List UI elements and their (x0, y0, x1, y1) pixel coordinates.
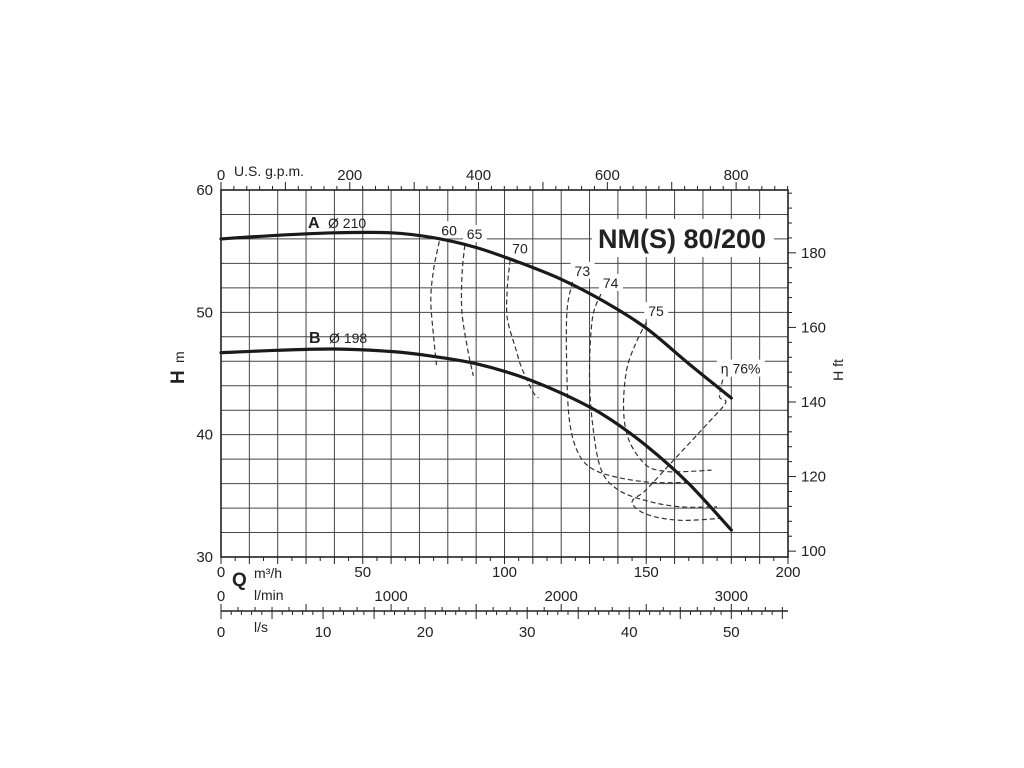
top-axis-tick-label: 400 (466, 167, 491, 184)
efficiency-label-bg (570, 261, 595, 279)
y-right-axis-label: H ft (830, 359, 846, 381)
performance-curve (219, 230, 733, 400)
x-tick-label: 150 (634, 564, 659, 581)
top-axis-label: U.S. g.p.m. (234, 163, 304, 179)
efficiency-line (631, 379, 727, 521)
x-tick-label: 200 (775, 564, 800, 581)
efficiency-line (430, 241, 440, 365)
title-box (592, 219, 774, 257)
efficiency-label: 75 (648, 303, 664, 319)
efficiency-line (588, 293, 718, 508)
top-axis-tick-label: 200 (337, 167, 362, 184)
efficiency-label-bg (716, 359, 765, 377)
y-right-tick-label: 120 (801, 469, 826, 486)
efficiency-label: η 76% (721, 361, 761, 377)
bottom-axis-label-lmin: l/min (254, 587, 284, 603)
bottom-axis-label-m3h: m³/h (254, 565, 282, 581)
y-right-tick-label: 160 (801, 319, 826, 336)
lmin-tick-label: 3000 (715, 588, 748, 605)
x-axis-label: Q (232, 570, 247, 591)
curve-b-diameter: Ø 198 (329, 330, 367, 346)
curve-b-name: B (309, 330, 321, 347)
efficiency-line (505, 259, 539, 399)
efficiency-line (622, 321, 712, 473)
ls-tick-label: 10 (315, 624, 332, 641)
ls-tick-label: 0 (217, 624, 225, 641)
efficiency-label-bg (437, 221, 462, 239)
lmin-tick-label: 1000 (374, 588, 407, 605)
y-axis-unit: m (171, 351, 187, 363)
lmin-tick-label: 2000 (545, 588, 578, 605)
efficiency-label-bg (644, 302, 669, 320)
y-right-tick-label: 100 (801, 543, 826, 560)
efficiency-lines: 60 65 70 73 74 75 η 76% (430, 221, 765, 521)
top-axis-tick-label: 600 (595, 167, 620, 184)
chart-title: NM(S) 80/200 (598, 224, 766, 254)
x-tick-label: 0 (217, 564, 225, 581)
bottom-axis-label-ls: l/s (254, 619, 268, 635)
performance-curves (219, 230, 733, 532)
y-right-tick-label: 140 (801, 394, 826, 411)
y-tick-label: 50 (196, 304, 213, 321)
efficiency-label-bg (598, 273, 623, 291)
x-tick-label: 50 (354, 564, 371, 581)
ls-tick-label: 30 (519, 624, 536, 641)
efficiency-label: 60 (441, 222, 457, 238)
curve-a-diameter: Ø 210 (328, 215, 366, 231)
efficiency-label: 74 (603, 275, 619, 291)
y-tick-label: 60 (196, 182, 213, 199)
efficiency-label-bg (508, 239, 533, 257)
top-axis-tick-label: 800 (724, 167, 749, 184)
curve-a-name: A (308, 215, 320, 232)
performance-curve (219, 347, 733, 532)
axis-ticks (220, 182, 796, 619)
efficiency-line (460, 245, 474, 377)
lmin-tick-label: 0 (217, 588, 225, 605)
y-axis-label: H (168, 370, 189, 384)
efficiency-label-bg (462, 225, 487, 243)
y-tick-label: 40 (196, 427, 213, 444)
efficiency-label: 73 (575, 263, 591, 279)
efficiency-label: 70 (512, 241, 528, 257)
efficiency-label: 65 (467, 226, 483, 242)
y-right-tick-label: 180 (801, 245, 826, 262)
top-axis-tick-label: 0 (217, 167, 225, 184)
y-tick-label: 30 (196, 549, 213, 566)
ls-tick-label: 40 (621, 624, 638, 641)
ls-tick-label: 20 (417, 624, 434, 641)
ls-tick-label: 50 (723, 624, 740, 641)
x-tick-label: 100 (492, 564, 517, 581)
